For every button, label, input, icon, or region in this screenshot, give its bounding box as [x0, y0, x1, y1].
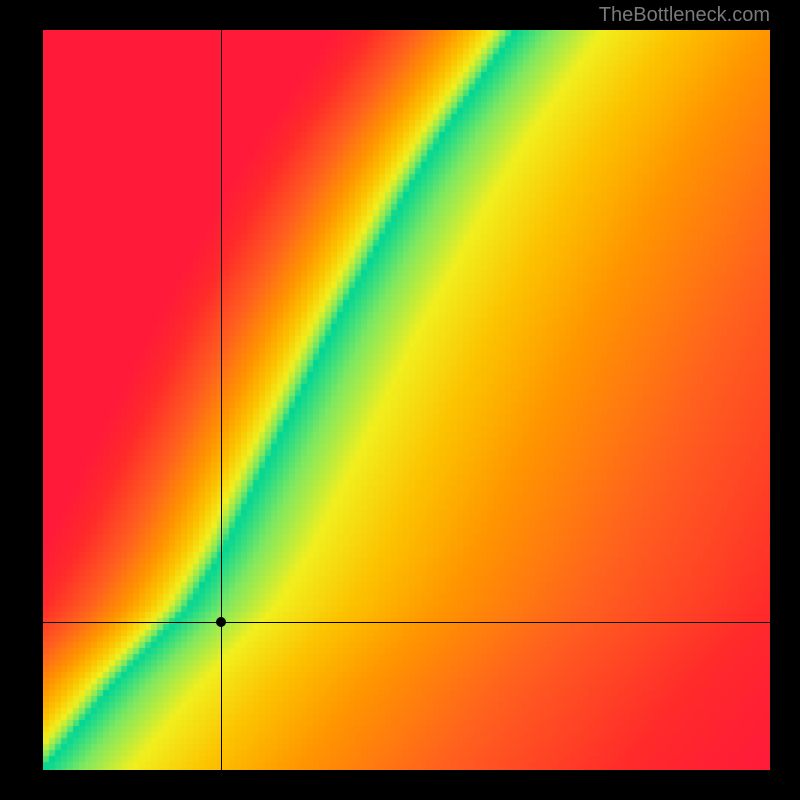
chart-container: TheBottleneck.com [0, 0, 800, 800]
heatmap-canvas [43, 30, 770, 770]
watermark-text: TheBottleneck.com [599, 4, 770, 27]
plot-area [43, 30, 770, 770]
crosshair-horizontal [43, 622, 770, 623]
crosshair-vertical [221, 30, 222, 770]
